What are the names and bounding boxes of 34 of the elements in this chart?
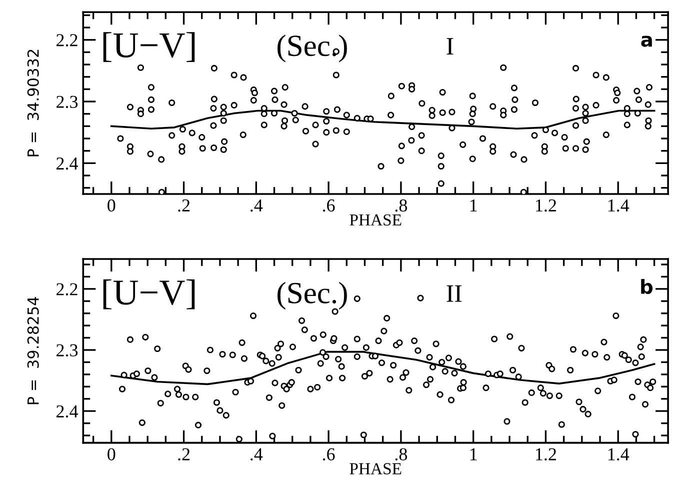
y-tick-label: 2.2 <box>56 283 78 296</box>
x-tick-label: 1.2 <box>536 199 556 212</box>
x-tick-label: 1.2 <box>536 448 556 460</box>
x-tick-label: .6 <box>322 199 335 212</box>
y-tick-label: 2.3 <box>56 96 78 108</box>
annotation: I <box>446 38 454 55</box>
x-tick-label: .8 <box>395 448 408 460</box>
annotation: (Sec.) <box>278 282 347 310</box>
x-tick-label: 1 <box>470 199 477 212</box>
annotation: b <box>641 278 653 294</box>
annotation: [U−V] <box>103 279 195 310</box>
annotation: II <box>446 285 462 302</box>
y-axis-title: P = 34.90332 <box>27 50 39 156</box>
x-tick-label: .4 <box>250 200 263 212</box>
x-tick-label: 0 <box>108 199 116 212</box>
x-tick-label: 1.4 <box>608 448 630 460</box>
annotation: [U−V] <box>103 32 195 62</box>
annotation: a <box>641 36 652 47</box>
x-axis-title: PHASE <box>350 463 402 474</box>
x-axis-title: PHASE <box>350 214 402 226</box>
y-tick-label: 2.3 <box>56 344 78 357</box>
x-tick-label: 0 <box>108 448 116 460</box>
x-tick-label: .2 <box>178 199 190 212</box>
x-tick-label: .8 <box>395 199 408 212</box>
x-tick-label: .2 <box>178 448 190 460</box>
y-tick-label: 2.2 <box>56 34 78 46</box>
x-tick-label: .6 <box>322 448 335 460</box>
x-tick-label: 1 <box>470 448 477 460</box>
x-tick-label: .4 <box>250 448 263 460</box>
y-tick-label: 2.4 <box>56 157 78 170</box>
x-tick-label: 1.4 <box>608 199 630 212</box>
annotation: (Sec.) <box>278 34 347 62</box>
y-axis-title: P = 39.28254 <box>27 297 39 404</box>
y-tick-label: 2.4 <box>56 405 78 418</box>
